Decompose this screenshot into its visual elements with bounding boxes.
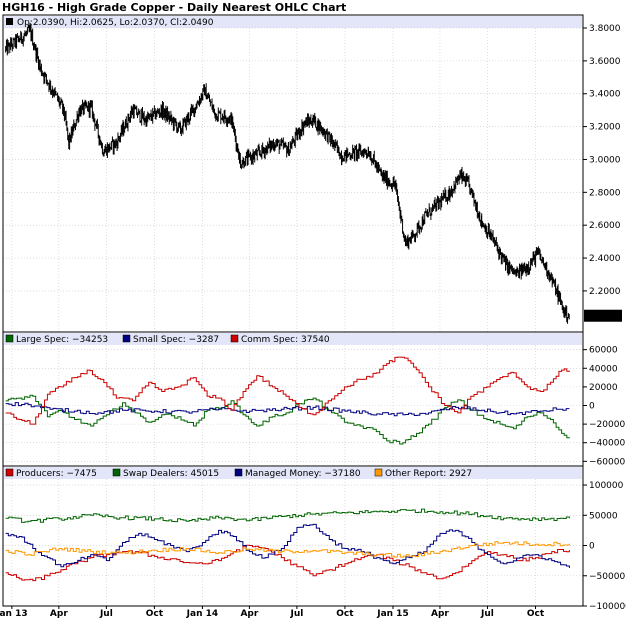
x-tick-label: Apr: [240, 609, 258, 619]
legend-label-other-report: Other Report: 2927: [385, 469, 472, 479]
panel-2-border: [2, 465, 584, 607]
panel-2-ytick-label: 50000: [589, 511, 618, 521]
series-line-swap-dealers: [5, 508, 570, 523]
legend-label-managed-money: Managed Money: −37180: [245, 469, 361, 479]
x-tick-label: Oct: [336, 609, 354, 619]
panel-2-ytick-label: 0: [589, 542, 595, 552]
panel-2-legend-band: [4, 467, 582, 479]
legend-swatch-managed-money: [234, 468, 243, 477]
legend-label-large-spec: Large Spec: −34253: [16, 335, 108, 345]
panel-0-ytick-label: 3.0000: [589, 155, 621, 165]
ohlc-bars: [5, 23, 570, 324]
legend-label-swap-dealers: Swap Dealers: 45015: [123, 469, 219, 479]
panel-0-ytick-label: 2.2000: [589, 287, 621, 297]
last-value-label: 2.0490: [587, 312, 619, 322]
panel-1-ytick-label: −40000: [589, 439, 625, 449]
x-tick-label: Oct: [527, 609, 545, 619]
panel-1-ytick-label: 20000: [589, 383, 618, 393]
legend-label-producers: Producers: −7475: [16, 469, 97, 479]
x-tick-label: Oct: [146, 609, 164, 619]
panel-1-ytick-label: −60000: [589, 457, 625, 467]
x-tick-label: Jul: [480, 609, 494, 619]
panel-1-ytick-label: 40000: [589, 364, 618, 374]
ohlc-values-text: Op:2.0390, Hi:2.0625, Lo:2.0370, Cl:2.04…: [17, 18, 214, 28]
legend-label-small-spec: Small Spec: −3287: [133, 335, 219, 345]
legend-swatch-large-spec: [5, 334, 14, 343]
series-line-managed-money: [5, 523, 570, 568]
series-line-small-spec: [5, 402, 570, 417]
chart-title: HGH16 - High Grade Copper - Daily Neares…: [2, 1, 346, 14]
x-tick-label: Apr: [431, 609, 449, 619]
series-line-producers: [5, 544, 570, 582]
panel-0-ytick-label: 2.4000: [589, 254, 621, 264]
panel-1-legend-band: [4, 333, 582, 345]
legend-swatch-other-report: [374, 468, 383, 477]
panel-2-ytick-label: 100000: [589, 481, 624, 491]
panel-0-ytick-label: 3.2000: [589, 123, 621, 133]
panel-0-ytick-label: 2.8000: [589, 188, 621, 198]
panel-1-ytick-label: −20000: [589, 420, 625, 430]
panel-1-ytick-label: 60000: [589, 346, 618, 356]
panel-1-ytick-label: 0: [589, 402, 595, 412]
x-tick-label: Jan 14: [186, 609, 219, 619]
series-line-other-report: [5, 541, 570, 558]
panel-0-ytick-label: 3.4000: [589, 90, 621, 100]
legend-label-comm-spec: Comm Spec: 37540: [241, 335, 330, 345]
panel-2-background: [3, 466, 583, 606]
panel-0-background: [3, 15, 583, 332]
x-tick-label: Apr: [50, 609, 68, 619]
panel-0-ytick-label: 2.6000: [589, 221, 621, 231]
x-tick-label: Jan 15: [376, 609, 409, 619]
panel-2-ytick-label: −100000: [589, 602, 626, 612]
panel-0-ytick-label: 3.8000: [589, 24, 621, 34]
panel-0-ytick-label: 3.6000: [589, 57, 621, 67]
panel-2-ytick-label: −50000: [589, 572, 625, 582]
legend-swatch-small-spec: [122, 334, 131, 343]
panel-0-legend-band: [4, 16, 582, 28]
x-tick-label: Jul: [99, 609, 113, 619]
x-tick-label: Jul: [289, 609, 303, 619]
last-value-box: [584, 309, 622, 322]
legend-swatch-producers: [5, 468, 14, 477]
ohlc-legend-swatch: [6, 18, 13, 25]
x-tick-label: Jan 13: [0, 609, 28, 619]
series-line-comm-spec: [5, 356, 570, 425]
legend-swatch-swap-dealers: [112, 468, 121, 477]
legend-swatch-comm-spec: [230, 334, 239, 343]
